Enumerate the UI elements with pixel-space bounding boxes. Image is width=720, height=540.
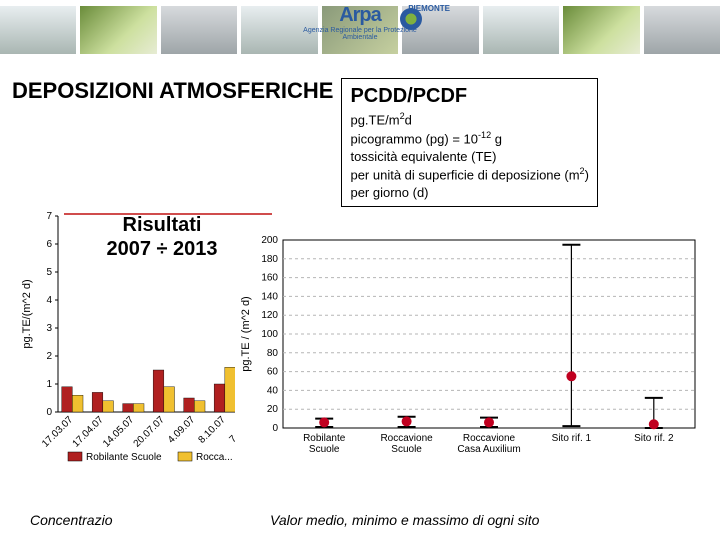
- svg-text:5: 5: [46, 267, 52, 278]
- svg-text:0: 0: [272, 423, 278, 434]
- svg-text:3: 3: [46, 323, 52, 334]
- definition-line-3: tossicità equivalente (TE): [350, 148, 588, 166]
- svg-text:2: 2: [46, 351, 52, 362]
- svg-text:Sito rif. 2: Sito rif. 2: [634, 433, 674, 444]
- definition-box: PCDD/PCDF pg.TE/m2d picogrammo (pg) = 10…: [341, 78, 597, 207]
- svg-text:160: 160: [261, 273, 278, 284]
- svg-text:20: 20: [267, 404, 279, 415]
- svg-text:Roccavione: Roccavione: [463, 433, 516, 444]
- svg-text:4: 4: [46, 295, 52, 306]
- svg-text:Sito rif. 1: Sito rif. 1: [552, 433, 592, 444]
- svg-text:17.04.07: 17.04.07: [71, 414, 107, 450]
- svg-text:7: 7: [46, 211, 52, 222]
- logo-text: Arpa: [339, 4, 381, 27]
- logo-subtitle: Agenzia Regionale per la Protezione Ambi…: [300, 27, 420, 41]
- svg-text:40: 40: [267, 385, 279, 396]
- svg-text:Scuole: Scuole: [391, 444, 422, 455]
- svg-text:20.07.07: 20.07.07: [132, 414, 168, 450]
- definition-line-4: per unità di superficie di deposizione (…: [350, 165, 588, 184]
- svg-text:Robilante Scuole: Robilante Scuole: [86, 452, 162, 463]
- arpa-logo: PIEMONTE Arpa Agenzia Regionale per la P…: [300, 4, 420, 62]
- svg-text:200: 200: [261, 235, 278, 246]
- logo-badge-icon: [400, 8, 422, 30]
- footnote-right: Valor medio, minimo e massimo di ogni si…: [270, 512, 539, 528]
- definition-line-5: per giorno (d): [350, 184, 588, 202]
- svg-text:100: 100: [261, 329, 278, 340]
- definition-heading: PCDD/PCDF: [350, 83, 588, 110]
- svg-text:17.03.07: 17.03.07: [40, 414, 76, 450]
- svg-text:Rocca...: Rocca...: [196, 452, 233, 463]
- svg-text:60: 60: [267, 367, 279, 378]
- page-title: DEPOSIZIONI ATMOSFERICHE: [12, 78, 333, 104]
- svg-text:4.09.07: 4.09.07: [166, 414, 198, 446]
- definition-line-1: pg.TE/m2d: [350, 110, 588, 129]
- definition-line-2: picogrammo (pg) = 10-12 g: [350, 129, 588, 148]
- svg-text:14.05.07: 14.05.07: [101, 414, 137, 450]
- range-chart: 0 20 40 60 80 100 120 140 160 180 200 pg.TE / (m^2 …: [235, 232, 705, 464]
- svg-text:180: 180: [261, 254, 278, 265]
- footnote-left: Concentrazio: [30, 512, 113, 528]
- svg-text:8.10.07: 8.10.07: [196, 414, 228, 446]
- svg-text:Robilante: Robilante: [303, 433, 346, 444]
- svg-text:6: 6: [46, 239, 52, 250]
- svg-text:pg.TE / (m^2 d): pg.TE / (m^2 d): [240, 296, 252, 371]
- svg-text:Roccavione: Roccavione: [380, 433, 433, 444]
- svg-text:1: 1: [46, 379, 52, 390]
- header-banner: PIEMONTE Arpa Agenzia Regionale per la P…: [0, 0, 720, 60]
- svg-text:120: 120: [261, 310, 278, 321]
- svg-text:140: 140: [261, 291, 278, 302]
- svg-text:0: 0: [46, 407, 52, 418]
- svg-text:80: 80: [267, 348, 279, 359]
- svg-text:Scuole: Scuole: [309, 444, 340, 455]
- svg-text:Casa Auxilium: Casa Auxilium: [457, 444, 520, 455]
- svg-text:pg.TE/(m^2 d): pg.TE/(m^2 d): [21, 279, 33, 348]
